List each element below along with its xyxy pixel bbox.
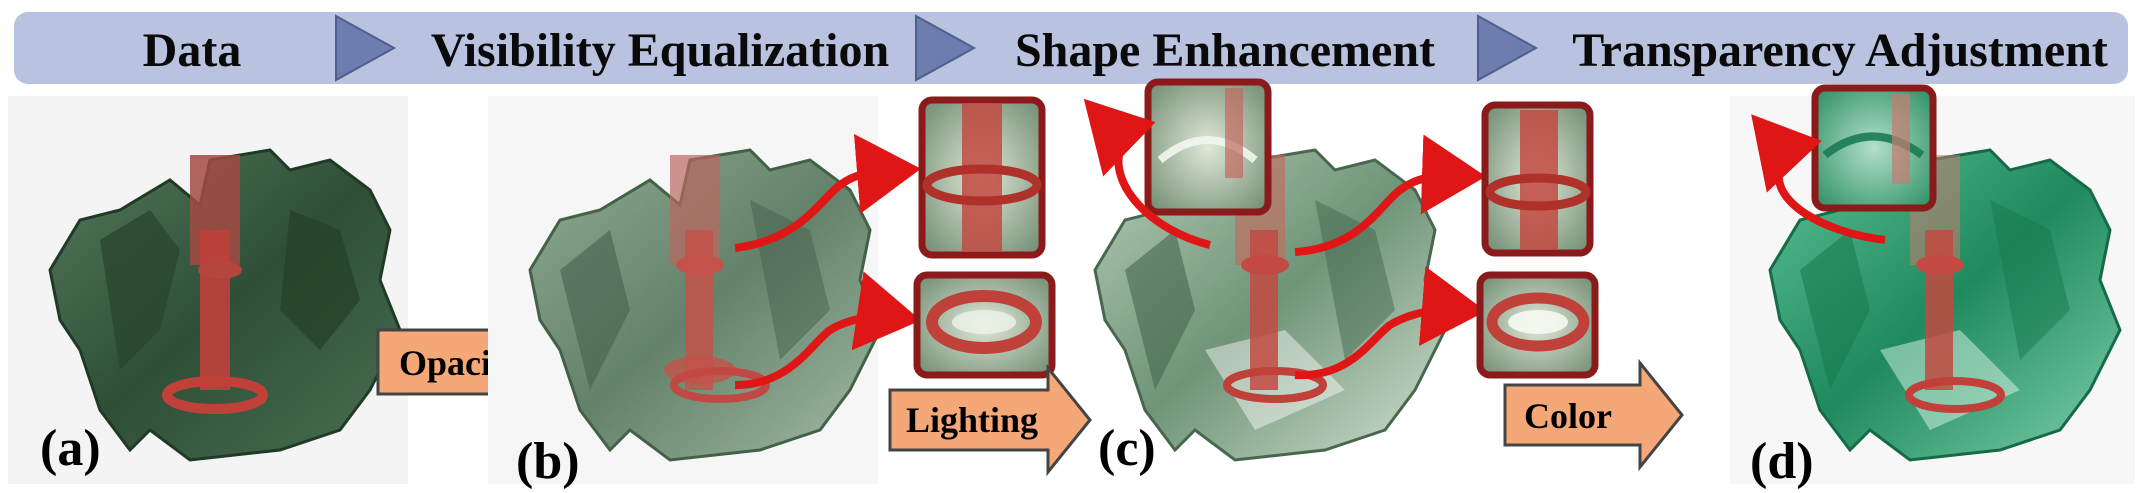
stage-label-transparency-adjustment: Transparency Adjustment <box>1572 24 2108 77</box>
zoom-inset-top-c <box>1144 78 1272 216</box>
header-background <box>14 12 2128 84</box>
chevron-icon <box>915 14 977 82</box>
panel-label-c: (c) <box>1098 420 1156 477</box>
panel-label-b: (b) <box>516 433 580 490</box>
color-label: Color <box>1524 396 1612 436</box>
panel-b: (b) <box>488 96 882 490</box>
stage-label-data: Data <box>143 24 242 77</box>
lighting-label: Lighting <box>906 400 1038 440</box>
stage-label-shape-enhancement: Shape Enhancement <box>1015 24 1435 77</box>
chevron-icon <box>335 14 397 82</box>
zoom-inset-ring-b <box>913 271 1056 379</box>
panel-a: (a) <box>8 96 408 484</box>
panel-label-d: (d) <box>1750 433 1814 490</box>
callout-arrow <box>734 133 921 252</box>
volume-render-a <box>48 148 402 462</box>
zoom-inset-stem-c <box>1481 101 1594 257</box>
callout-arrow <box>1083 98 1211 249</box>
lighting-operation-arrow: Lighting <box>888 363 1092 477</box>
callout-arrow <box>1751 114 1886 244</box>
callout-arrow <box>1294 134 1486 256</box>
zoom-inset-ring-c <box>1476 271 1599 379</box>
zoom-inset-top-d <box>1811 84 1937 212</box>
color-operation-arrow: Color <box>1503 358 1684 472</box>
callout-arrow <box>1294 266 1486 380</box>
stage-header-bar: Data Visibility Equalization Shape Enhan… <box>14 12 2128 84</box>
callout-arrow <box>734 271 921 389</box>
panel-label-a: (a) <box>40 420 101 477</box>
zoom-inset-stem-b <box>918 96 1046 259</box>
chevron-icon <box>1477 14 1539 82</box>
stage-label-visibility-equalization: Visibility Equalization <box>431 24 889 77</box>
